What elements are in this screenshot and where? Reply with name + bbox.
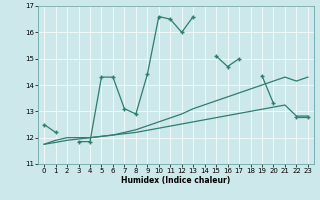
X-axis label: Humidex (Indice chaleur): Humidex (Indice chaleur) xyxy=(121,176,231,185)
